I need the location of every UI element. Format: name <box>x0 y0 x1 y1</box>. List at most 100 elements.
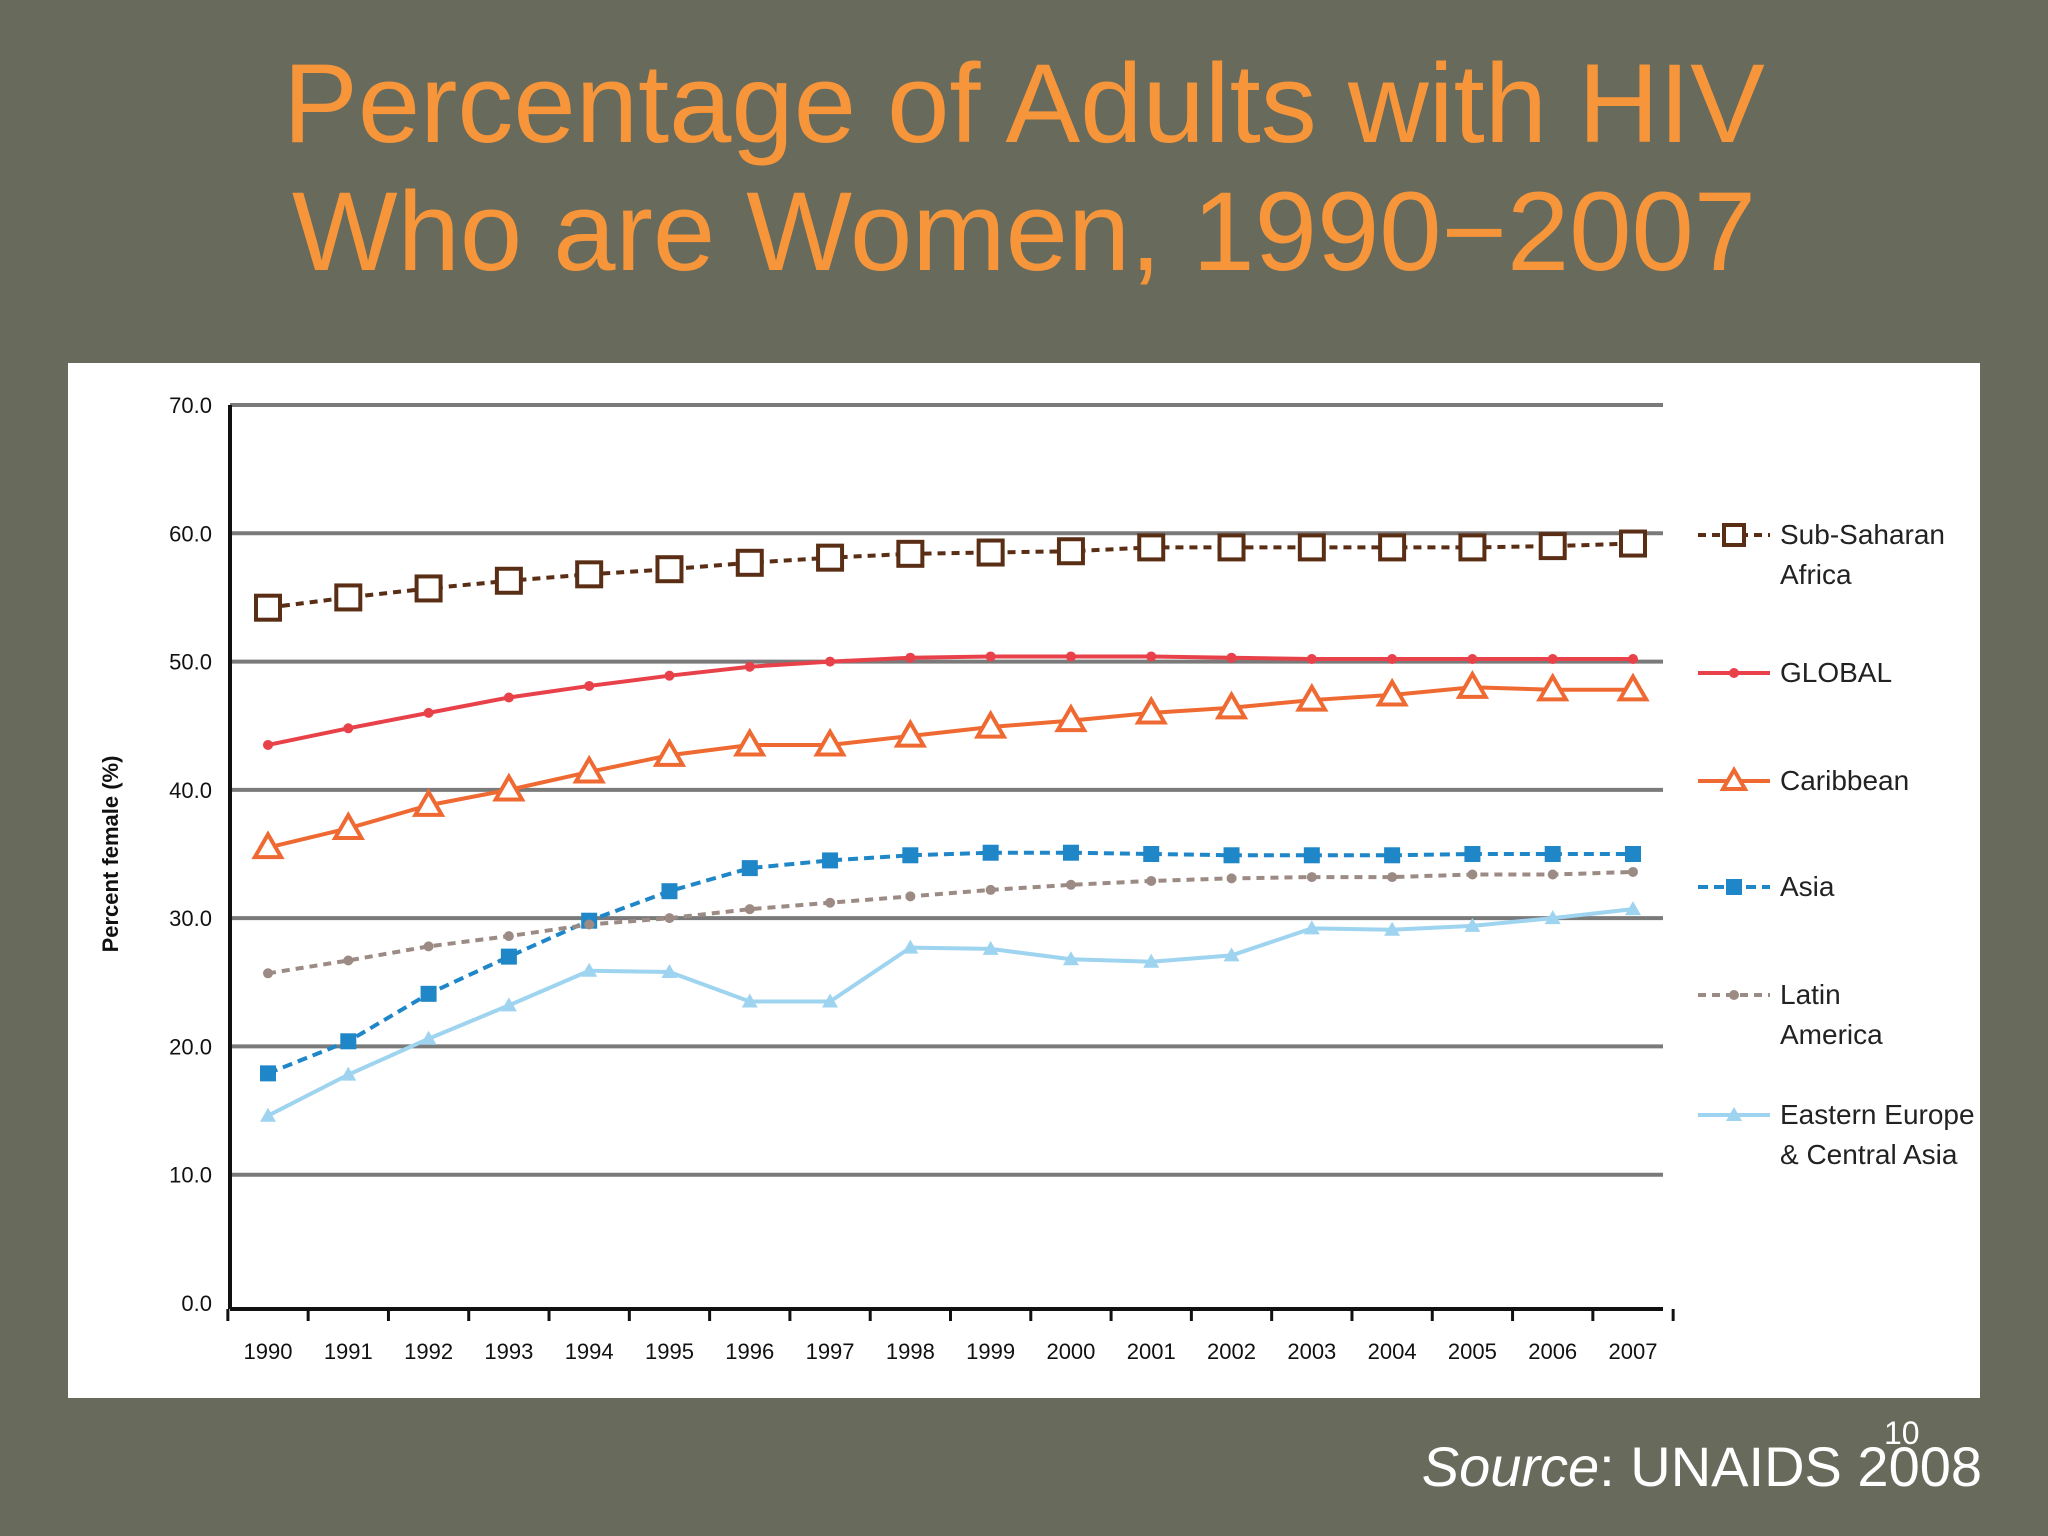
data-point <box>343 723 354 734</box>
data-point <box>1384 847 1401 864</box>
data-point <box>263 739 273 750</box>
data-point <box>1538 532 1567 561</box>
data-point <box>905 891 916 902</box>
x-tick-label: 2000 <box>1046 1339 1095 1364</box>
series-2 <box>251 670 1650 860</box>
source-citation: Source: UNAIDS 2008 <box>1422 1435 1982 1499</box>
legend: Sub-Saharan Africa GLOBAL Caribbean Asia Lati… <box>1698 519 1975 1170</box>
series-4 <box>263 866 1638 979</box>
data-point <box>1306 872 1317 883</box>
gridlines <box>230 403 1663 1177</box>
data-point <box>744 904 755 915</box>
y-tick-label: 60.0 <box>169 521 212 546</box>
x-tick-label: 2006 <box>1528 1339 1577 1364</box>
data-point <box>503 692 514 703</box>
data-point <box>1217 533 1246 562</box>
legend-label: Asia <box>1780 871 1835 902</box>
data-point <box>733 727 767 757</box>
data-point <box>1146 875 1157 886</box>
data-point <box>572 754 606 784</box>
data-point <box>741 993 758 1008</box>
data-point <box>251 830 285 860</box>
data-point <box>1226 873 1237 884</box>
y-tick-label: 50.0 <box>169 650 212 675</box>
x-tick-label: 1992 <box>404 1339 453 1364</box>
data-point <box>1062 951 1079 966</box>
data-point <box>664 670 675 681</box>
data-point <box>260 1107 276 1122</box>
x-tick-label: 1997 <box>806 1339 855 1364</box>
data-point <box>1306 654 1317 665</box>
data-point <box>500 997 517 1012</box>
x-tick-label: 1991 <box>324 1339 373 1364</box>
data-point <box>1054 703 1088 733</box>
data-point <box>1062 844 1079 861</box>
data-point <box>254 593 282 622</box>
axes: 0.0 10.0 20.0 30.0 40.0 50.0 60.0 70.0 1990 1991 1… <box>98 393 1675 1364</box>
series-line <box>267 850 1633 1076</box>
data-point <box>1295 682 1329 712</box>
data-point <box>982 844 999 861</box>
data-point <box>1387 872 1398 883</box>
data-point <box>664 913 675 924</box>
chart-panel: 0.0 10.0 20.0 30.0 40.0 50.0 60.0 70.0 1990 1991 1… <box>68 363 1980 1398</box>
source-label: Source <box>1421 1435 1600 1498</box>
legend-item: Sub-Saharan Africa <box>1698 519 1945 590</box>
data-point <box>584 680 595 691</box>
data-point <box>985 884 996 895</box>
data-point <box>575 560 604 589</box>
data-point <box>1467 654 1478 665</box>
data-point <box>423 707 434 718</box>
data-point <box>652 738 687 767</box>
data-point <box>1297 533 1326 562</box>
data-point <box>423 941 434 952</box>
data-point <box>1378 533 1407 562</box>
data-point <box>893 718 928 748</box>
data-point <box>905 652 916 663</box>
series-lines <box>251 529 1650 1122</box>
data-point <box>1536 672 1570 702</box>
data-point <box>902 847 919 864</box>
series-5 <box>260 901 1641 1122</box>
data-point <box>584 919 595 930</box>
legend-label: Caribbean <box>1780 765 1909 796</box>
data-point <box>813 727 847 757</box>
legend-label: & Central Asia <box>1780 1139 1958 1170</box>
data-point <box>1137 533 1166 562</box>
data-point <box>581 962 598 977</box>
legend-label: Africa <box>1780 559 1852 590</box>
x-tick-label: 1999 <box>966 1339 1015 1364</box>
legend-marker <box>1729 668 1739 678</box>
data-point <box>976 538 1005 567</box>
x-tick-label: 1998 <box>886 1339 935 1364</box>
y-tick-label: 20.0 <box>169 1034 212 1059</box>
data-point <box>1387 654 1398 665</box>
data-point <box>334 583 363 612</box>
x-tick-label: 1996 <box>725 1339 774 1364</box>
data-point <box>500 948 517 965</box>
legend-item: Latin America <box>1698 979 1883 1050</box>
legend-item: Caribbean <box>1698 765 1909 796</box>
legend-marker <box>1722 523 1746 547</box>
data-point <box>1056 537 1085 566</box>
data-point <box>1303 920 1320 935</box>
y-axis-label: Percent female (%) <box>98 756 123 953</box>
data-point <box>1214 690 1249 720</box>
data-point <box>343 955 354 966</box>
data-point <box>902 939 919 954</box>
data-point <box>896 539 925 568</box>
series-line <box>267 907 1634 1118</box>
legend-label: America <box>1780 1019 1883 1050</box>
data-point <box>1628 654 1638 665</box>
data-point <box>822 993 839 1008</box>
data-point <box>1223 847 1240 864</box>
data-point <box>1134 695 1168 725</box>
y-tick-label: 40.0 <box>169 778 212 803</box>
data-point <box>1544 846 1561 862</box>
data-point <box>982 940 999 955</box>
data-point <box>492 772 526 802</box>
data-point <box>260 1065 276 1082</box>
series-line <box>267 654 1633 747</box>
data-point <box>825 656 836 667</box>
data-point <box>1143 953 1160 968</box>
